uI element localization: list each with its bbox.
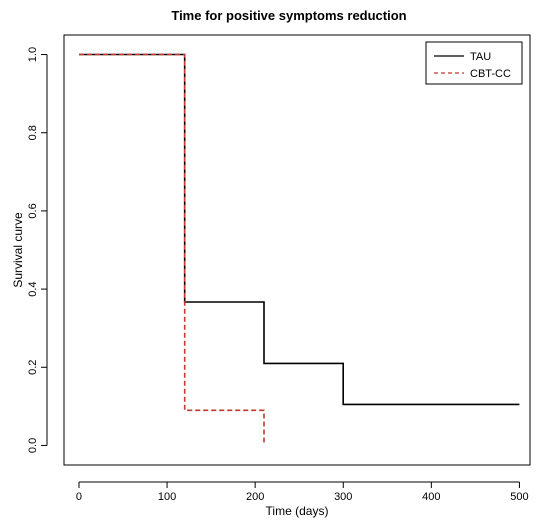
- y-tick-label: 0.8: [27, 125, 39, 140]
- series-layer: [79, 53, 520, 446]
- x-axis: 0 100 200 300 400 500: [76, 481, 529, 503]
- y-axis-label: Survival curve: [11, 212, 25, 288]
- legend-label-tau: TAU: [470, 51, 491, 63]
- legend: TAU CBT-CC: [425, 41, 523, 85]
- legend-box: [425, 41, 523, 85]
- y-tick-label: 0.4: [27, 281, 39, 296]
- chart-title: Time for positive symptoms reduction: [171, 8, 406, 23]
- x-tick-label: 200: [246, 491, 264, 503]
- x-tick-label: 0: [76, 491, 82, 503]
- x-tick-label: 100: [158, 491, 176, 503]
- y-tick-label: 1.0: [27, 47, 39, 62]
- y-tick-label: 0.6: [27, 203, 39, 218]
- y-tick-label: 0.0: [27, 438, 39, 453]
- y-tick-label: 0.2: [27, 360, 39, 375]
- legend-label-cbt-cc: CBT-CC: [470, 68, 511, 80]
- x-axis-label: Time (days): [266, 504, 329, 518]
- series-line-tau: [79, 53, 520, 406]
- plot-frame: [63, 34, 531, 466]
- x-tick-label: 400: [422, 491, 440, 503]
- series-line-cbt-cc: [79, 53, 265, 446]
- x-tick-label: 500: [510, 491, 528, 503]
- y-axis: 0.0 0.2 0.4 0.6 0.8 1.0: [27, 47, 48, 453]
- x-tick-label: 300: [334, 491, 352, 503]
